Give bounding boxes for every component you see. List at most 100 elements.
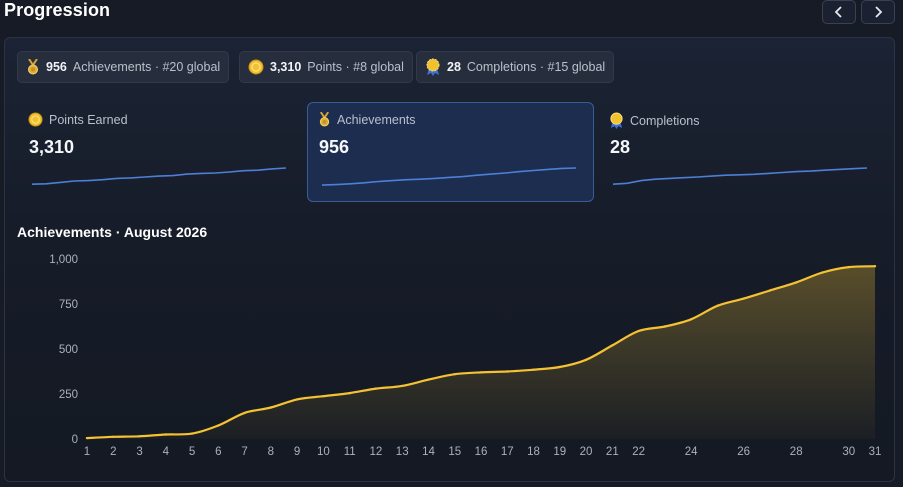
x-tick-label: 17 xyxy=(501,446,514,458)
x-tick-label: 24 xyxy=(685,446,698,458)
y-axis: 0 250 500 750 1,000 xyxy=(49,254,78,446)
sparkline-path xyxy=(32,167,286,185)
stat-label: Points Earned xyxy=(49,112,128,127)
medal-icon xyxy=(318,112,331,127)
data-point xyxy=(190,432,194,435)
x-tick-label: 2 xyxy=(110,446,116,458)
stat-value: 3,310 xyxy=(29,137,75,157)
data-point xyxy=(873,265,877,268)
previous-button[interactable] xyxy=(822,0,856,24)
coin-icon xyxy=(248,59,264,75)
achievements-card[interactable]: Achievements 956 xyxy=(307,102,594,202)
data-point xyxy=(663,325,667,328)
data-point xyxy=(558,365,561,369)
data-point xyxy=(85,436,89,440)
x-tick-label: 15 xyxy=(448,446,461,458)
y-tick-label: 250 xyxy=(59,389,78,401)
x-tick-label: 26 xyxy=(737,446,750,458)
pill-label: Points · #8 global xyxy=(307,60,404,74)
x-tick-label: 19 xyxy=(553,446,566,458)
data-point xyxy=(506,370,509,373)
data-point xyxy=(348,391,351,395)
progression-panel: 956 Achievements · #20 global 3,310 Poin… xyxy=(4,37,895,482)
x-tick-label: 4 xyxy=(163,446,170,458)
y-tick-label: 1,000 xyxy=(49,254,78,266)
completions-sparkline xyxy=(613,167,867,185)
completions-card[interactable]: Completions 28 xyxy=(598,102,885,202)
data-point xyxy=(637,329,640,333)
stat-label: Achievements xyxy=(337,112,416,127)
data-point xyxy=(689,318,693,321)
points-rank-pill: 3,310 Points · #8 global xyxy=(239,51,413,83)
x-tick-label: 30 xyxy=(842,446,855,458)
next-button[interactable] xyxy=(861,0,895,24)
data-point xyxy=(374,387,378,390)
data-point xyxy=(401,384,404,388)
x-tick-label: 18 xyxy=(527,446,540,458)
chevron-right-icon xyxy=(875,6,883,18)
x-tick-label: 14 xyxy=(422,446,435,458)
data-point xyxy=(453,373,456,376)
y-tick-label: 0 xyxy=(72,434,78,446)
achievements-sparkline xyxy=(322,167,576,186)
chevron-left-icon xyxy=(834,6,842,18)
data-point xyxy=(768,289,772,292)
pill-value: 956 xyxy=(46,60,67,74)
sparkline-path xyxy=(322,167,576,186)
x-tick-label: 3 xyxy=(136,446,142,458)
pill-label: Achievements · #20 global xyxy=(72,60,221,74)
x-tick-label: 13 xyxy=(396,446,409,458)
x-tick-label: 12 xyxy=(370,446,383,458)
data-points xyxy=(85,265,877,440)
data-point xyxy=(164,433,167,436)
data-point xyxy=(821,271,824,274)
completions-rank-pill: 28 Completions · #15 global xyxy=(416,51,615,83)
achievements-area xyxy=(87,266,875,439)
y-tick-label: 750 xyxy=(59,299,78,311)
data-point xyxy=(716,304,719,307)
x-tick-label: 28 xyxy=(790,446,803,458)
x-tick-label: 5 xyxy=(189,446,195,458)
points-earned-card[interactable]: Points Earned 3,310 xyxy=(17,102,304,202)
sparkline-path xyxy=(613,167,867,185)
data-point xyxy=(138,435,141,438)
x-tick-label: 20 xyxy=(580,446,593,458)
x-tick-label: 21 xyxy=(606,446,619,458)
x-tick-label: 31 xyxy=(869,446,882,458)
pill-value: 28 xyxy=(447,60,461,74)
medal-icon xyxy=(26,59,40,75)
coin-icon xyxy=(28,112,43,127)
x-tick-label: 6 xyxy=(215,446,221,458)
x-axis: 1 2 3 4 5 6 7 8 9 10 11 12 13 14 15 16 17 18 19 20 21 22 24 26 2… xyxy=(84,446,882,458)
x-tick-label: 11 xyxy=(344,446,356,458)
chart-title: Achievements · August 2026 xyxy=(17,224,208,240)
data-point xyxy=(795,281,798,284)
pill-value: 3,310 xyxy=(270,60,302,74)
data-point xyxy=(584,358,588,361)
points-sparkline xyxy=(32,167,286,185)
data-point xyxy=(611,344,614,347)
x-tick-label: 16 xyxy=(475,446,488,458)
stat-value: 956 xyxy=(319,137,350,157)
x-tick-label: 22 xyxy=(632,446,645,458)
achievements-rank-pill: 956 Achievements · #20 global xyxy=(17,51,230,83)
data-point xyxy=(112,435,115,438)
stat-label: Completions xyxy=(630,113,700,128)
page-title: Progression xyxy=(4,0,111,20)
x-tick-label: 9 xyxy=(294,446,300,458)
stat-value: 28 xyxy=(610,137,631,157)
x-tick-label: 8 xyxy=(268,446,274,458)
data-point xyxy=(243,411,246,415)
x-tick-label: 7 xyxy=(241,446,247,458)
y-tick-label: 500 xyxy=(59,344,78,356)
x-tick-label: 1 xyxy=(84,446,90,458)
ribbon-icon xyxy=(425,58,441,76)
data-point xyxy=(269,406,273,409)
pill-label: Completions · #15 global xyxy=(466,60,606,74)
data-point xyxy=(295,398,299,401)
data-point xyxy=(479,371,483,374)
data-point xyxy=(742,297,745,300)
data-point xyxy=(847,265,850,269)
data-point xyxy=(427,378,430,381)
